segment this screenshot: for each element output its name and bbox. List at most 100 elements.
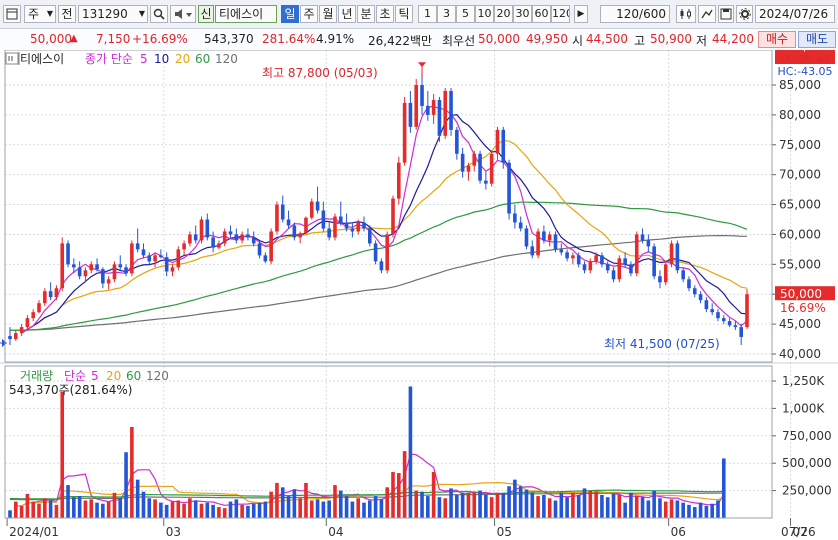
volume-tick-label: 500,000 [782, 456, 832, 470]
volume-bar [315, 499, 320, 518]
candle-body [652, 246, 656, 277]
high-marker-arrow [418, 62, 427, 68]
candle-body [304, 217, 308, 234]
ma10-line [21, 113, 748, 334]
candle-body [211, 237, 215, 248]
period-tab-0[interactable]: 일 [281, 5, 299, 23]
buy-button[interactable]: 매수 [758, 31, 796, 48]
candle-body [698, 294, 703, 301]
volume-tick-label: 250,000 [782, 484, 832, 498]
price-tick-label: 55,000 [779, 257, 821, 271]
volume-bar [629, 492, 633, 518]
dropdown-icon: ▼ [138, 9, 145, 18]
legend-ma120: 120 [215, 52, 238, 66]
settings-icon[interactable] [736, 5, 753, 23]
save-icon[interactable] [718, 5, 734, 23]
candle-body [118, 264, 123, 268]
candle-body [269, 231, 273, 262]
candle-body [658, 276, 662, 283]
stock-name-field[interactable]: 티에스이 [215, 5, 277, 23]
price-tick-label: 40,000 [779, 347, 821, 361]
period-tab-3[interactable]: 년 [338, 5, 356, 23]
high-annotation: 최고 87,800 (05/03) [262, 66, 378, 80]
candle-body [327, 228, 331, 238]
trade-amount: 26,422백만 [368, 34, 433, 48]
volume-ratio: 281.64% [262, 32, 316, 46]
interval-button-1[interactable]: 1 [418, 5, 437, 23]
volume-bar [658, 498, 662, 518]
moving-average-lines [9, 105, 748, 334]
volume-bar [14, 501, 18, 518]
interval-button-120[interactable]: 120 [551, 5, 570, 23]
stock-code-input[interactable]: 131290 ▼ [78, 5, 148, 23]
volume-bar [466, 492, 471, 518]
date-tick-label: 04 [328, 525, 343, 539]
candle-body [72, 264, 76, 268]
current-volume-pct: 281.64% [780, 50, 833, 53]
candle-body [397, 162, 401, 199]
legend-ma20: 20 [175, 52, 190, 66]
candle-body [43, 291, 47, 304]
volume-bar [675, 500, 680, 518]
search-icon[interactable] [150, 5, 168, 23]
volume-bar [112, 492, 117, 518]
period-tab-5[interactable]: 초 [376, 5, 394, 23]
volume-bar [193, 500, 198, 518]
current-price-label: 50,000 [780, 287, 822, 301]
date-field[interactable]: 2024/07/26 [755, 5, 835, 23]
period-tab-4[interactable]: 분 [357, 5, 375, 23]
current-price: 50,000 [30, 32, 72, 46]
volume-bar [518, 486, 523, 518]
candle-body [246, 234, 250, 238]
date-tick-label: 06 [671, 525, 686, 539]
price-volume-chart[interactable]: 85,000 80,000 75,000 70,000 65,000 60,000 55,0… [0, 50, 838, 540]
interval-button-20[interactable]: 20 [494, 5, 513, 23]
volume-bar [426, 496, 430, 518]
dropdown-icon: ▼ [46, 9, 53, 18]
candle-body [605, 264, 610, 271]
interval-button-60[interactable]: 60 [532, 5, 551, 23]
volume-bar [280, 487, 285, 518]
interval-button-10[interactable]: 10 [475, 5, 494, 23]
price-tick-label: 45,000 [779, 317, 821, 331]
period-tab-6[interactable]: 틱 [395, 5, 413, 23]
open-price: 44,500 [586, 32, 628, 46]
volume-bar [54, 504, 59, 518]
period-tab-1[interactable]: 주 [300, 5, 318, 23]
volume-bar [397, 473, 401, 518]
speaker-icon[interactable] [170, 5, 196, 23]
lc-value: LC:20.48 [780, 53, 829, 66]
volume-bar [402, 451, 407, 518]
volume-bar [478, 490, 482, 518]
candle-body [338, 216, 343, 223]
candle-body [164, 257, 169, 272]
interval-button-30[interactable]: 30 [513, 5, 532, 23]
volume-bar [356, 498, 360, 518]
mode-button[interactable]: 전 [58, 5, 76, 23]
chevron-right-icon[interactable]: ▶ [574, 5, 588, 23]
volume-bar [646, 500, 651, 518]
volume-bar [304, 482, 308, 518]
volume-bar [286, 496, 291, 518]
legend-volume-ma-label: 단순 [64, 369, 86, 383]
chart-tools-icon[interactable] [676, 5, 696, 23]
volume-bar [72, 497, 76, 518]
market-select[interactable]: 주 ▼ [24, 5, 56, 23]
interval-button-5[interactable]: 5 [456, 5, 475, 23]
sell-button[interactable]: 매도 [798, 31, 836, 48]
date-tick-label: 07 [793, 525, 808, 539]
volume-bar [60, 391, 65, 518]
candle-body [48, 291, 53, 298]
volume-bar [716, 500, 720, 518]
candle-body [507, 162, 511, 214]
candle-body [542, 231, 546, 241]
candle-body [159, 255, 163, 258]
toggle-icon[interactable] [698, 5, 716, 23]
candle-body [484, 180, 488, 184]
volume-bar [130, 427, 134, 518]
menu-icon[interactable] [3, 5, 21, 23]
period-tab-2[interactable]: 월 [319, 5, 337, 23]
current-volume-box [775, 50, 835, 64]
count-field[interactable]: 120/600 [600, 5, 670, 23]
interval-button-3[interactable]: 3 [437, 5, 456, 23]
